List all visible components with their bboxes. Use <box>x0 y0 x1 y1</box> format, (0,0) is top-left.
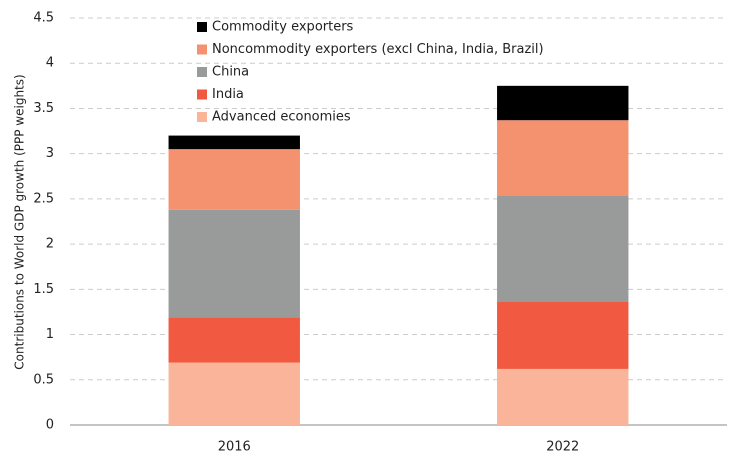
bar-segment <box>168 317 300 363</box>
y-axis-label: Contributions to World GDP growth (PPP w… <box>13 74 27 369</box>
bar-segment <box>168 149 300 210</box>
bar-segment <box>168 209 300 318</box>
legend-label: China <box>212 65 249 80</box>
legend-swatch <box>197 112 207 122</box>
legend-label: Advanced economies <box>212 110 351 125</box>
x-tick-label: 2016 <box>218 440 251 453</box>
x-tick-label: 2022 <box>546 440 579 453</box>
legend-label: Noncommodity exporters (excl China, Indi… <box>212 42 544 57</box>
bar-segment <box>168 362 300 425</box>
legend-label: Commodity exporters <box>212 20 354 35</box>
y-tick-label: 2.5 <box>33 191 54 206</box>
y-tick-label: 4 <box>46 56 54 71</box>
legend-swatch <box>197 67 207 77</box>
y-tick-label: 1.5 <box>33 282 54 297</box>
y-tick-label: 2 <box>46 237 54 252</box>
bar-segment <box>168 135 300 150</box>
bar-segment <box>497 195 629 302</box>
bar-segment <box>497 301 629 369</box>
y-tick-label: 4.5 <box>33 11 54 26</box>
y-tick-label: 0 <box>46 418 54 433</box>
legend-swatch <box>197 22 207 32</box>
bar-segment <box>497 85 629 121</box>
y-tick-label: 3 <box>46 146 54 161</box>
legend-swatch <box>197 44 207 55</box>
y-tick-label: 0.5 <box>33 372 54 387</box>
bar-segment <box>497 120 629 196</box>
bar-segment <box>497 368 629 425</box>
legend-swatch <box>197 89 207 100</box>
y-tick-label: 3.5 <box>33 101 54 116</box>
y-tick-label: 1 <box>46 327 54 342</box>
legend-label: India <box>212 87 244 102</box>
